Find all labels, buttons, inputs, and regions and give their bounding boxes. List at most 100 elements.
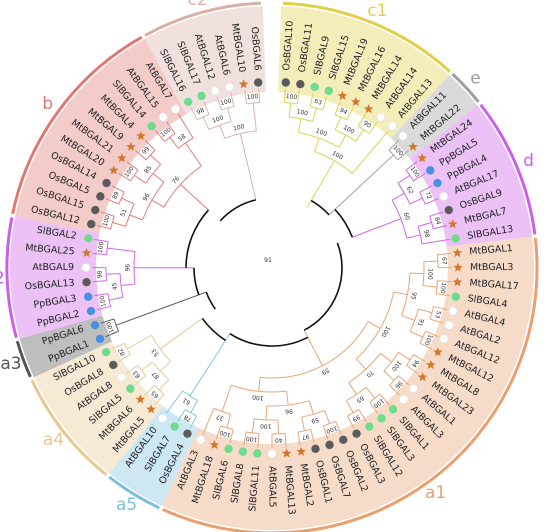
star-marker-icon: [452, 247, 463, 258]
branch-radial: [424, 198, 439, 205]
branch-radial: [154, 393, 165, 406]
branch-radial: [425, 330, 439, 338]
bootstrap-label: 61: [181, 396, 191, 406]
branch-arc: [323, 420, 336, 427]
branch-radial: [134, 375, 146, 386]
branch-radial: [288, 103, 292, 118]
bootstrap-label: 53: [433, 310, 442, 319]
branch-radial: [258, 88, 261, 103]
branch-radial: [379, 393, 390, 406]
branch-arc: [201, 317, 227, 342]
clade-label-c1: c1: [367, 1, 387, 21]
branch-radial: [406, 364, 419, 375]
branch-radial: [180, 184, 209, 211]
branch-radial: [435, 293, 450, 297]
branch-arc: [419, 191, 426, 205]
bootstrap-label: 98: [422, 229, 431, 238]
leaf-markers: [81, 78, 463, 459]
circle-marker-icon: [387, 121, 397, 131]
circle-marker-icon: [254, 78, 263, 87]
branch-radial: [393, 291, 408, 296]
bootstrap-label: 100: [380, 325, 392, 339]
clade-arc-a1: [161, 237, 539, 532]
circle-marker-icon: [267, 449, 277, 459]
branch-radial: [334, 101, 341, 115]
branch-radial: [397, 150, 409, 161]
circle-marker-icon: [126, 384, 135, 393]
circle-marker-icon: [183, 429, 192, 438]
branch-radial: [369, 401, 379, 414]
circle-marker-icon: [116, 372, 126, 382]
branch-radial: [365, 386, 376, 399]
branch-arc: [435, 280, 439, 294]
clade-label-d: d: [523, 151, 534, 171]
branch-radial: [322, 425, 329, 440]
branch-radial: [258, 377, 261, 392]
branch-arc: [193, 267, 200, 296]
bootstrap-label: 94: [338, 107, 348, 117]
branch-radial: [118, 173, 131, 182]
star-marker-icon: [136, 131, 146, 141]
branch-arc: [182, 390, 198, 402]
bootstrap-label: 96: [142, 192, 152, 202]
leaf-label: OsBGAL13: [24, 278, 75, 293]
circle-marker-icon: [224, 444, 233, 454]
branch-radial: [358, 409, 367, 422]
bootstrap-label: 100: [325, 424, 338, 435]
branch-radial: [243, 431, 247, 446]
branch-arc: [422, 261, 425, 286]
branch-arc: [185, 209, 210, 268]
branch-radial: [303, 329, 323, 366]
branch-radial: [190, 400, 199, 414]
star-marker-icon: [452, 277, 463, 287]
clade-sector-e: [391, 75, 478, 159]
branch-arc: [383, 351, 399, 372]
branch-radial: [185, 142, 202, 167]
branch-radial: [219, 125, 226, 139]
branch-radial: [413, 173, 426, 182]
clade-label-a2: a2: [0, 268, 5, 288]
branch-radial: [106, 273, 121, 275]
bootstrap-label: 72: [423, 191, 433, 201]
branch-radial: [398, 351, 411, 361]
star-marker-icon: [126, 141, 136, 151]
star-marker-icon: [238, 79, 249, 89]
branch-radial: [265, 405, 268, 420]
bootstrap-label: 65: [355, 394, 365, 404]
circle-marker-icon: [101, 347, 111, 357]
branch-radial: [133, 174, 147, 184]
branch-radial: [355, 358, 367, 370]
bootstrap-label: 100: [245, 435, 257, 443]
clade-sector-b: [15, 38, 187, 234]
bootstrap-label: 76: [171, 175, 181, 185]
branch-radial: [413, 354, 426, 363]
branch-radial: [227, 107, 232, 122]
branch-arc: [133, 251, 136, 284]
branch-arc: [417, 226, 423, 244]
circle-marker-icon: [109, 360, 118, 370]
bootstrap-label: 37: [215, 413, 225, 422]
branch-arc: [409, 308, 419, 332]
branch-radial: [92, 280, 107, 283]
clade-label-a3: a3: [0, 354, 21, 374]
branch-radial: [215, 425, 222, 440]
branch-radial: [397, 174, 411, 184]
branch-radial: [189, 415, 197, 429]
clade-arc-a2: [5, 217, 18, 339]
circle-marker-icon: [325, 440, 334, 450]
branch-radial: [345, 400, 354, 414]
bootstrap-label: 100: [296, 108, 309, 117]
bootstrap-label: 67: [440, 257, 447, 265]
bootstrap-label: 100: [331, 150, 345, 162]
branch-radial: [401, 315, 415, 321]
clade-sector-a3: [19, 315, 113, 378]
branch-radial: [126, 161, 139, 171]
clade-arc-c2: [144, 1, 261, 37]
star-marker-icon: [108, 165, 119, 175]
circle-marker-icon: [224, 82, 234, 92]
branch-radial: [159, 318, 203, 350]
circle-marker-icon: [158, 112, 168, 122]
branch-radial: [121, 197, 135, 205]
circle-marker-icon: [183, 97, 193, 107]
circle-marker-icon: [451, 234, 460, 243]
